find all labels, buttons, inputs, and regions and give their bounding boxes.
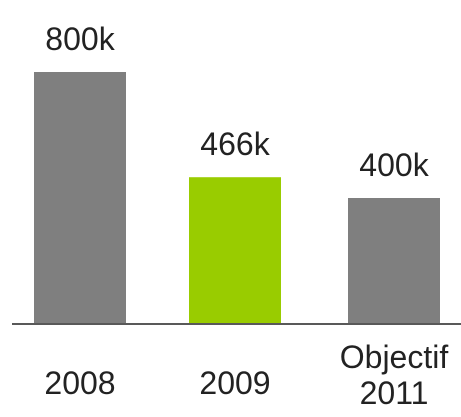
category-labels-group: 2008 2009 Objectif 2011 (44, 339, 448, 411)
bar-0 (34, 72, 126, 324)
value-label-1: 466k (200, 126, 270, 162)
value-label-0: 800k (45, 21, 115, 57)
bar-2 (348, 198, 440, 324)
category-label-2: Objectif 2011 (340, 339, 449, 411)
category-label-2-line-0: Objectif (340, 339, 449, 375)
bars-group (34, 72, 440, 324)
value-labels-group: 800k 466k 400k (45, 21, 429, 183)
bar-1 (189, 177, 281, 324)
value-label-2: 400k (359, 147, 429, 183)
category-label-2-line-1: 2011 (360, 375, 429, 411)
category-label-0: 2008 (44, 365, 115, 401)
category-label-1: 2009 (199, 365, 270, 401)
